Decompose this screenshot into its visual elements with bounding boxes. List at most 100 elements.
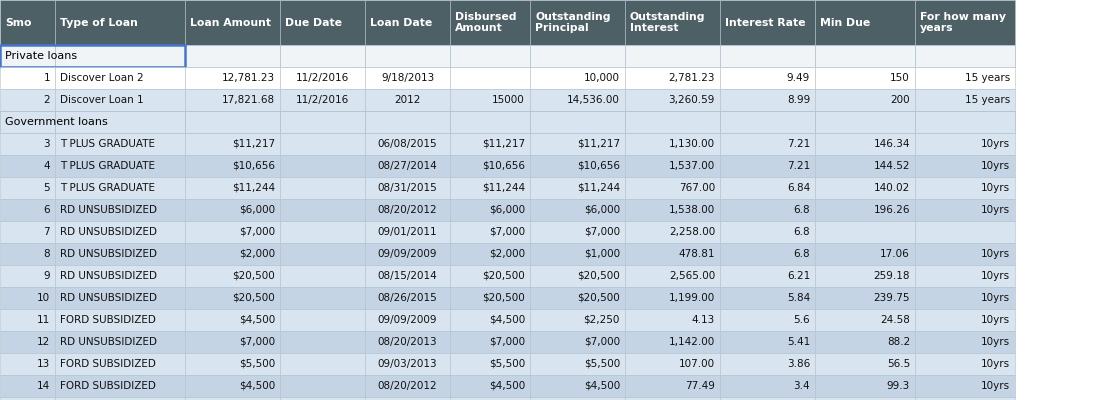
Bar xyxy=(450,243,530,265)
Text: 4: 4 xyxy=(43,161,50,171)
Text: $7,000: $7,000 xyxy=(584,337,620,347)
Bar xyxy=(720,155,815,177)
Bar xyxy=(0,331,55,353)
Bar xyxy=(450,375,530,397)
Bar xyxy=(280,199,365,221)
Bar xyxy=(185,265,280,287)
Text: 3,260.59: 3,260.59 xyxy=(669,95,715,105)
Bar xyxy=(185,353,280,375)
Bar xyxy=(626,353,720,375)
Bar xyxy=(626,111,720,133)
Bar xyxy=(280,331,365,353)
Text: 10yrs: 10yrs xyxy=(981,359,1010,369)
Text: $20,500: $20,500 xyxy=(232,271,275,281)
Text: $4,500: $4,500 xyxy=(488,381,525,391)
Text: T PLUS GRADUATE: T PLUS GRADUATE xyxy=(60,139,155,149)
Bar xyxy=(915,89,1015,111)
Bar xyxy=(450,111,530,133)
Text: 10yrs: 10yrs xyxy=(981,205,1010,215)
Text: 8: 8 xyxy=(43,249,50,259)
Bar xyxy=(365,89,450,111)
Bar xyxy=(450,133,530,155)
Bar xyxy=(280,309,365,331)
Bar xyxy=(55,89,185,111)
Bar xyxy=(280,67,365,89)
Bar xyxy=(185,45,280,67)
Bar xyxy=(626,287,720,309)
Bar xyxy=(815,397,915,400)
Text: 6.21: 6.21 xyxy=(787,271,809,281)
Text: 1,537.00: 1,537.00 xyxy=(669,161,715,171)
Bar xyxy=(530,0,626,45)
Bar xyxy=(280,89,365,111)
Bar xyxy=(365,331,450,353)
Bar xyxy=(626,375,720,397)
Text: Interest Rate: Interest Rate xyxy=(725,18,805,28)
Bar xyxy=(280,155,365,177)
Bar xyxy=(915,265,1015,287)
Bar xyxy=(280,45,365,67)
Bar xyxy=(626,133,720,155)
Bar xyxy=(55,221,185,243)
Bar xyxy=(915,133,1015,155)
Bar xyxy=(365,45,450,67)
Text: 10yrs: 10yrs xyxy=(981,293,1010,303)
Bar xyxy=(185,287,280,309)
Text: For how many
years: For how many years xyxy=(920,12,1006,33)
Bar xyxy=(0,0,55,45)
Text: $7,000: $7,000 xyxy=(488,337,525,347)
Bar xyxy=(450,265,530,287)
Bar xyxy=(280,0,365,45)
Bar xyxy=(365,287,450,309)
Bar xyxy=(915,45,1015,67)
Text: 2,258.00: 2,258.00 xyxy=(669,227,715,237)
Text: 3.86: 3.86 xyxy=(787,359,809,369)
Text: 10yrs: 10yrs xyxy=(981,315,1010,325)
Text: 09/09/2009: 09/09/2009 xyxy=(378,249,437,259)
Bar xyxy=(55,287,185,309)
Bar xyxy=(450,287,530,309)
Bar xyxy=(915,221,1015,243)
Text: 140.02: 140.02 xyxy=(874,183,910,193)
Text: 3: 3 xyxy=(43,139,50,149)
Text: $2,000: $2,000 xyxy=(239,249,275,259)
Text: 1,199.00: 1,199.00 xyxy=(669,293,715,303)
Bar xyxy=(915,177,1015,199)
Text: 239.75: 239.75 xyxy=(873,293,910,303)
Bar xyxy=(720,111,815,133)
Bar xyxy=(0,265,55,287)
Text: $20,500: $20,500 xyxy=(483,293,525,303)
Text: 11: 11 xyxy=(37,315,50,325)
Bar xyxy=(626,309,720,331)
Text: 5.6: 5.6 xyxy=(794,315,809,325)
Text: 1,538.00: 1,538.00 xyxy=(669,205,715,215)
Bar xyxy=(185,199,280,221)
Bar xyxy=(185,0,280,45)
Text: 08/26/2015: 08/26/2015 xyxy=(378,293,437,303)
Text: 259.18: 259.18 xyxy=(873,271,910,281)
Text: 77.49: 77.49 xyxy=(685,381,715,391)
Bar xyxy=(450,397,530,400)
Bar xyxy=(720,331,815,353)
Text: 7.21: 7.21 xyxy=(787,139,809,149)
Text: 478.81: 478.81 xyxy=(679,249,715,259)
Bar xyxy=(530,45,626,67)
Bar xyxy=(450,221,530,243)
Bar xyxy=(720,133,815,155)
Bar xyxy=(185,89,280,111)
Text: 88.2: 88.2 xyxy=(886,337,910,347)
Bar xyxy=(530,265,626,287)
Text: $6,000: $6,000 xyxy=(239,205,275,215)
Bar xyxy=(815,287,915,309)
Text: Loan Date: Loan Date xyxy=(370,18,433,28)
Bar xyxy=(0,133,55,155)
Text: 2012: 2012 xyxy=(395,95,420,105)
Bar xyxy=(530,309,626,331)
Text: 6.8: 6.8 xyxy=(794,227,809,237)
Text: 56.5: 56.5 xyxy=(886,359,910,369)
Bar xyxy=(915,287,1015,309)
Bar xyxy=(530,199,626,221)
Bar xyxy=(815,111,915,133)
Bar xyxy=(280,397,365,400)
Text: $1,000: $1,000 xyxy=(584,249,620,259)
